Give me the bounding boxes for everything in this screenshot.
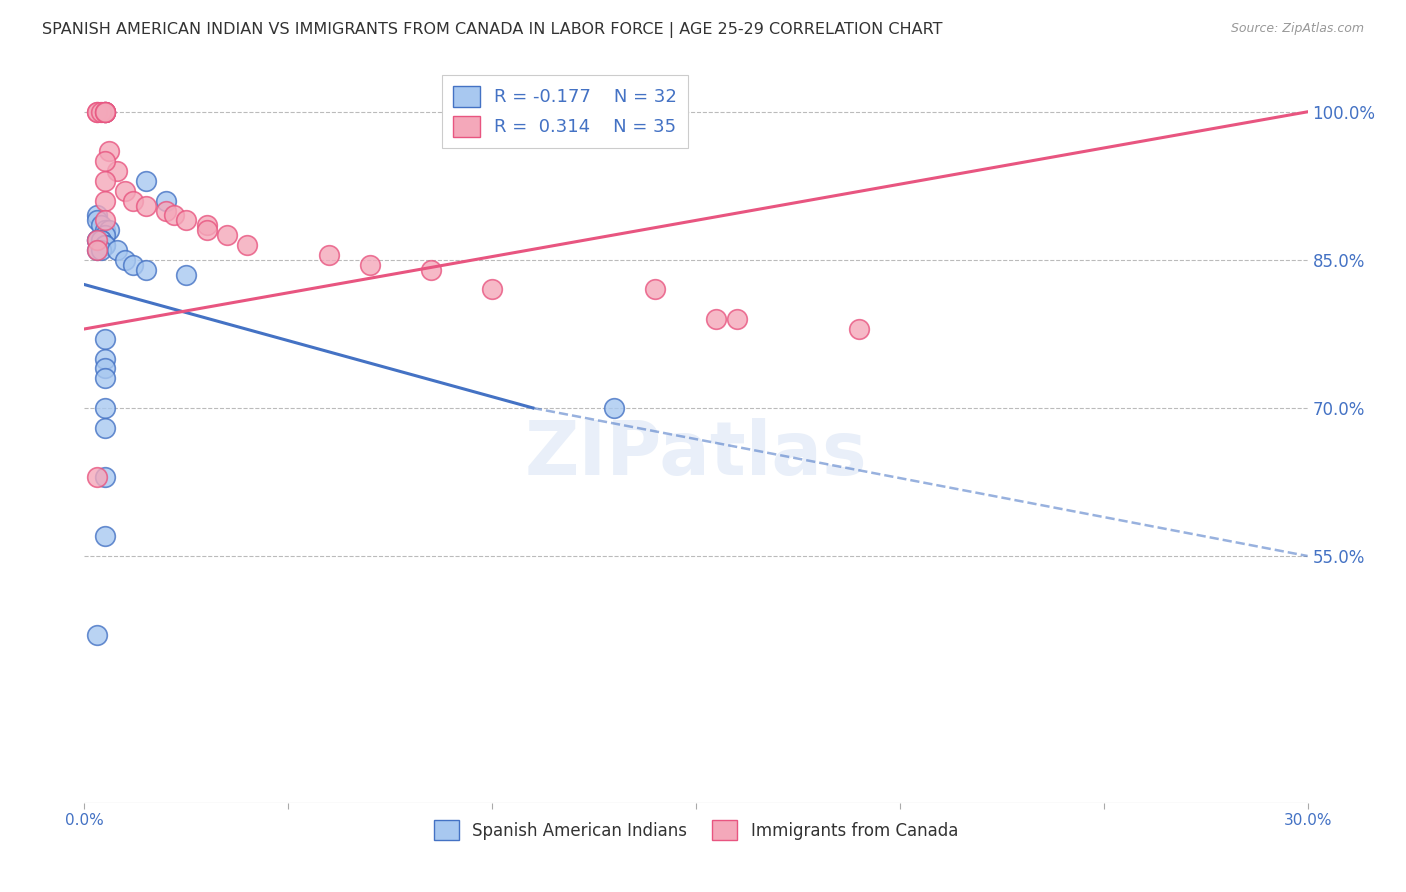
Point bbox=[114, 184, 136, 198]
Text: ZIPatlas: ZIPatlas bbox=[524, 418, 868, 491]
Point bbox=[93, 223, 115, 237]
Point bbox=[163, 209, 186, 223]
Point bbox=[93, 104, 115, 119]
Text: Source: ZipAtlas.com: Source: ZipAtlas.com bbox=[1230, 22, 1364, 36]
Point bbox=[86, 209, 108, 223]
Point bbox=[86, 243, 108, 257]
Point bbox=[86, 628, 108, 642]
Point bbox=[93, 213, 115, 227]
Point bbox=[90, 233, 112, 247]
Point bbox=[93, 332, 115, 346]
Point bbox=[90, 233, 112, 247]
Point bbox=[725, 312, 748, 326]
Point bbox=[114, 252, 136, 267]
Point bbox=[195, 223, 218, 237]
Point bbox=[135, 198, 157, 212]
Point bbox=[359, 258, 381, 272]
Point bbox=[93, 104, 115, 119]
Point bbox=[706, 312, 728, 326]
Point bbox=[93, 154, 115, 169]
Point bbox=[644, 283, 666, 297]
Point bbox=[90, 104, 112, 119]
Point bbox=[93, 238, 115, 252]
Point bbox=[86, 213, 108, 227]
Point bbox=[86, 233, 108, 247]
Point bbox=[93, 401, 115, 415]
Point bbox=[481, 283, 503, 297]
Point bbox=[93, 104, 115, 119]
Point bbox=[86, 233, 108, 247]
Point bbox=[93, 104, 115, 119]
Point bbox=[174, 268, 197, 282]
Point bbox=[86, 104, 108, 119]
Point bbox=[105, 243, 128, 257]
Point bbox=[217, 228, 239, 243]
Point bbox=[195, 219, 218, 233]
Point bbox=[318, 248, 340, 262]
Point bbox=[135, 262, 157, 277]
Point bbox=[848, 322, 870, 336]
Text: SPANISH AMERICAN INDIAN VS IMMIGRANTS FROM CANADA IN LABOR FORCE | AGE 25-29 COR: SPANISH AMERICAN INDIAN VS IMMIGRANTS FR… bbox=[42, 22, 942, 38]
Point bbox=[93, 371, 115, 385]
Point bbox=[93, 351, 115, 366]
Point bbox=[97, 145, 120, 159]
Point bbox=[93, 361, 115, 376]
Point bbox=[93, 529, 115, 543]
Point bbox=[155, 203, 177, 218]
Point bbox=[174, 213, 197, 227]
Point bbox=[93, 104, 115, 119]
Point bbox=[122, 258, 145, 272]
Point bbox=[93, 470, 115, 484]
Point bbox=[86, 104, 108, 119]
Point bbox=[93, 238, 115, 252]
Point bbox=[90, 219, 112, 233]
Point bbox=[86, 470, 108, 484]
Point bbox=[93, 194, 115, 208]
Point bbox=[122, 194, 145, 208]
Point bbox=[86, 233, 108, 247]
Point bbox=[93, 104, 115, 119]
Point bbox=[236, 238, 259, 252]
Point bbox=[86, 243, 108, 257]
Point bbox=[93, 228, 115, 243]
Point bbox=[93, 420, 115, 434]
Point bbox=[603, 401, 626, 415]
Legend: Spanish American Indians, Immigrants from Canada: Spanish American Indians, Immigrants fro… bbox=[427, 814, 965, 847]
Point bbox=[135, 174, 157, 188]
Point bbox=[93, 174, 115, 188]
Point bbox=[90, 243, 112, 257]
Point bbox=[155, 194, 177, 208]
Point bbox=[105, 164, 128, 178]
Point bbox=[97, 223, 120, 237]
Point bbox=[420, 262, 443, 277]
